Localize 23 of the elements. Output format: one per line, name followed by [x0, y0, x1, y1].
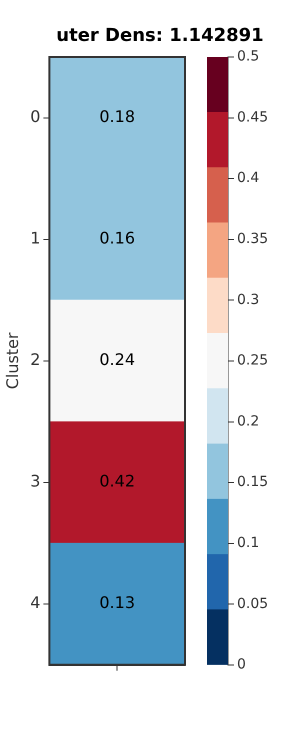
color-bar-label: 0.4 — [237, 170, 260, 186]
y-tick-label: 0 — [30, 106, 40, 126]
color-bar-label: 0.25 — [237, 352, 268, 369]
color-bar-label: 0.45 — [237, 109, 268, 126]
data-label: 0.13 — [99, 593, 135, 612]
y-tick-label: 1 — [30, 228, 40, 248]
y-axis-title: Cluster — [2, 332, 22, 390]
data-label: 0.42 — [99, 472, 135, 491]
y-tick-label: 4 — [30, 593, 40, 612]
color-bar-label: 0.15 — [237, 474, 268, 490]
data-label: 0.16 — [99, 228, 135, 248]
color-bar-label: 0.3 — [237, 292, 260, 308]
data-label: 0.18 — [99, 106, 135, 126]
chart-title: uter Dens: 1.142891 — [55, 25, 265, 46]
color-bar-label: 0.2 — [237, 413, 260, 430]
y-tick-label: 3 — [30, 472, 40, 491]
y-tick-label: 2 — [30, 350, 40, 370]
data-label: 0.24 — [99, 350, 135, 370]
color-bar-label: 0.05 — [237, 596, 268, 612]
color-bar-label: 0.1 — [237, 535, 260, 552]
color-bar-label: 0.35 — [237, 231, 268, 248]
color-bar-label: 0 — [237, 656, 246, 673]
color-bar-label: 0.5 — [237, 48, 260, 65]
